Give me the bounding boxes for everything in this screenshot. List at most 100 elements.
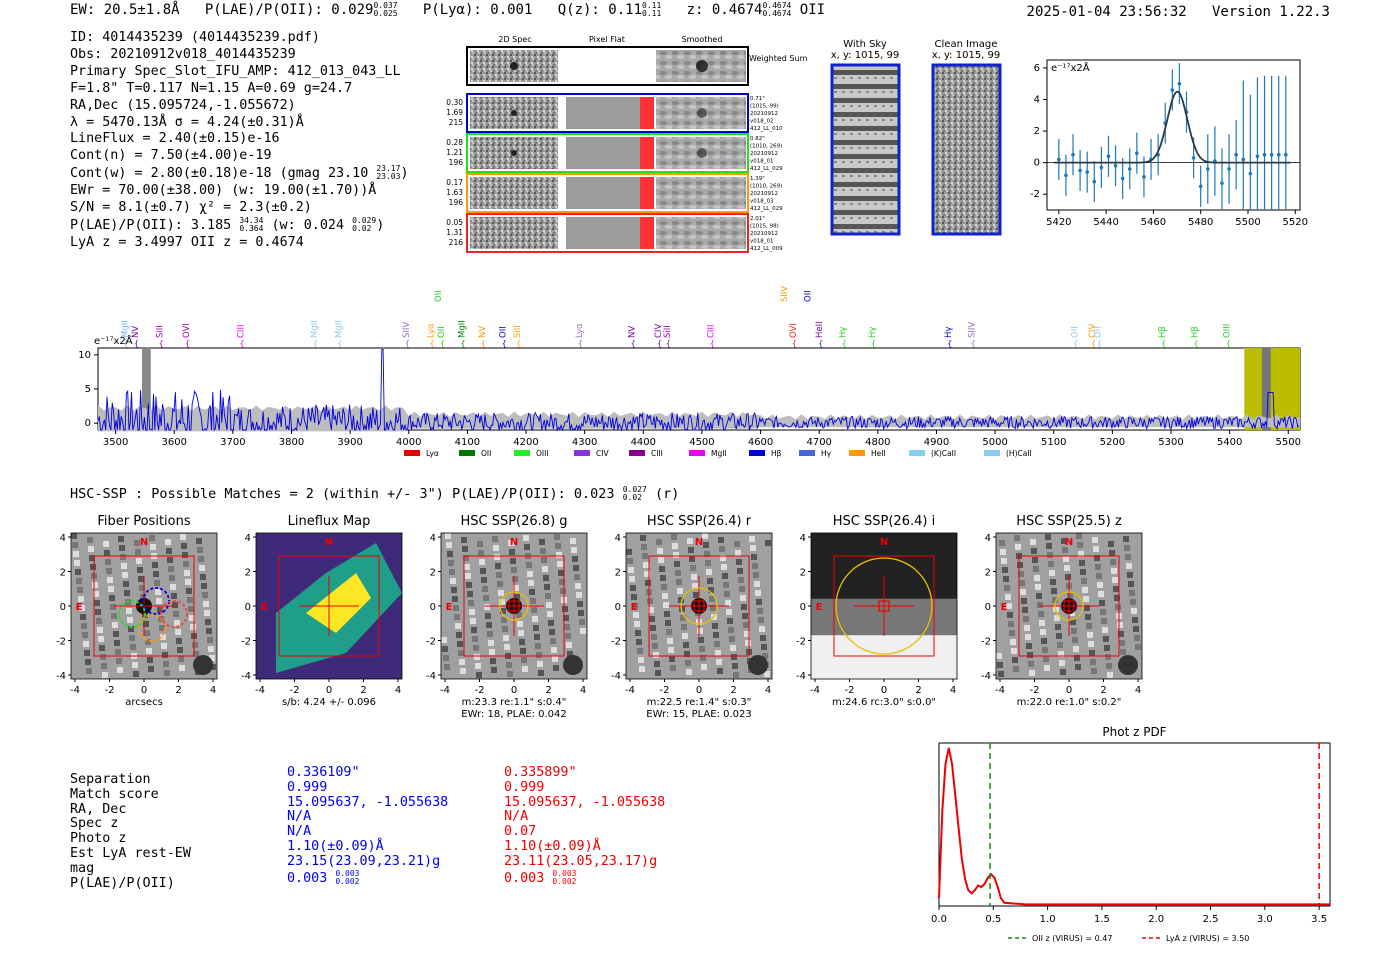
panel-noise-pixel xyxy=(713,632,719,638)
zoom-ytick-label: 6 xyxy=(1034,63,1040,74)
panel-noise-pixel xyxy=(663,602,669,608)
panel-noise-pixel xyxy=(718,537,724,543)
panel-noise-pixel xyxy=(1039,620,1045,626)
panel-noise-pixel xyxy=(511,567,517,573)
cutout-row-info: (1010, 269) xyxy=(750,144,782,150)
panel-noise-pixel xyxy=(688,547,694,553)
panel-ytick-label: 0 xyxy=(430,602,436,613)
panel-neighbor xyxy=(1118,655,1138,675)
panel-title: Lineflux Map xyxy=(288,514,371,529)
panel-noise-pixel xyxy=(72,542,78,548)
hsc-hi: 0.027 xyxy=(622,485,647,494)
cutout-row-metric: 0.17 xyxy=(446,178,463,187)
panel-noise-pixel xyxy=(723,582,729,588)
panel-noise-pixel xyxy=(517,621,523,627)
zoom-data-point xyxy=(1205,167,1210,171)
panel-noise-pixel xyxy=(1036,593,1042,599)
panel-noise-pixel xyxy=(1010,639,1016,645)
panel-noise-pixel xyxy=(1118,631,1124,637)
panel-noise-pixel xyxy=(112,622,118,628)
panel-noise-pixel xyxy=(121,563,127,569)
panel-match-ellipse xyxy=(835,557,933,655)
panel-east-label: E xyxy=(261,602,268,613)
panel-noise-pixel xyxy=(1004,585,1010,591)
spec-xtick-label: 3800 xyxy=(279,437,304,448)
panel-noise-pixel xyxy=(650,625,656,631)
panel-noise-pixel xyxy=(150,544,156,550)
panel-noise-pixel xyxy=(108,586,114,592)
panel-noise-pixel xyxy=(456,632,462,638)
panel-noise-pixel xyxy=(103,541,109,547)
label-separation: Separation xyxy=(70,772,151,787)
zoom-xtick-label: 5420 xyxy=(1046,217,1071,228)
panel-noise-pixel xyxy=(109,595,115,601)
zoom-data-point xyxy=(1248,171,1253,176)
panel-noise-pixel xyxy=(523,535,529,541)
panel-noise-pixel xyxy=(149,535,155,541)
panel-noise-pixel xyxy=(628,567,634,573)
spec-line-marker: MgII xyxy=(120,320,130,338)
panel-noise-pixel xyxy=(563,615,569,621)
panel-noise-pixel xyxy=(1028,661,1034,667)
panel-noise-pixel xyxy=(198,556,204,562)
zoom-data-point xyxy=(1078,168,1082,173)
cutout-row-metric: 0.30 xyxy=(446,98,463,107)
panel-ytick-label: -2 xyxy=(426,637,436,648)
panel-noise-pixel xyxy=(1003,576,1009,582)
panel-noise-pixel xyxy=(1070,619,1076,625)
zoom-data-point xyxy=(1269,152,1274,157)
spec-xtick-label: 4400 xyxy=(631,437,656,448)
panel-neighbor xyxy=(193,655,213,675)
panel-noise-pixel xyxy=(1024,625,1030,631)
zoom-data-point xyxy=(1113,163,1118,168)
cutout-row-metric: 196 xyxy=(449,198,464,207)
panel-noise-pixel xyxy=(71,533,77,539)
panel-noise-pixel xyxy=(452,596,458,602)
panel-noise-pixel xyxy=(1112,577,1118,583)
panel-noise-pixel xyxy=(670,665,676,671)
panel-noise-pixel xyxy=(496,572,502,578)
cutout-row-info: v018_03 xyxy=(750,199,774,205)
cutout-row-info: 20210912 xyxy=(750,191,778,197)
panel-noise-pixel xyxy=(714,641,720,647)
panel-ytick-label: 2 xyxy=(60,568,66,579)
panel-noise-pixel xyxy=(1012,657,1018,663)
panel-noise-pixel xyxy=(447,551,453,557)
panel-noise-pixel xyxy=(641,544,647,550)
spec-xtick-label: 5200 xyxy=(1100,437,1125,448)
spec-line-marker: OII xyxy=(1094,326,1104,338)
panel-noise-pixel xyxy=(666,629,672,635)
panel-noise-pixel xyxy=(1009,630,1015,636)
spec-line-marker: MgII xyxy=(310,320,320,338)
panel-neighbor xyxy=(563,655,583,675)
spec-xtick-label: 5400 xyxy=(1217,437,1242,448)
panel-noise-pixel xyxy=(462,546,468,552)
spec-flux-line xyxy=(97,348,1300,432)
spec-xtick-label: 3900 xyxy=(337,437,362,448)
spec-line-brace: { xyxy=(516,339,521,348)
panel-noise-pixel xyxy=(1044,665,1050,671)
panel-noise-pixel xyxy=(724,591,730,597)
spec-line-marker-upper: OII xyxy=(434,290,444,302)
spec-line-marker: CIV xyxy=(1088,324,1098,338)
panel-noise-pixel xyxy=(454,614,460,620)
panel-noise-pixel xyxy=(759,626,765,632)
cutout-row-metric: 215 xyxy=(449,118,464,127)
panel-noise-pixel xyxy=(493,545,499,551)
panel-ytick-label: -4 xyxy=(241,671,251,682)
panel-noise-pixel xyxy=(998,671,1004,677)
panel-noise-pixel xyxy=(652,643,658,649)
panel-noise-pixel xyxy=(486,622,492,628)
spec-line-brace: { xyxy=(461,339,466,348)
panel-caption: m:22.0 re:1.0" s:0.2" xyxy=(1017,697,1122,708)
panel-noise-pixel xyxy=(737,568,743,574)
panel-noise-pixel xyxy=(1107,672,1113,678)
panel-noise-pixel xyxy=(572,556,578,562)
spec-line-marker: OII xyxy=(499,326,509,338)
cutout-row-info: 412_LL_010 xyxy=(750,126,783,132)
panel-xtick-label: 0 xyxy=(881,685,887,696)
label-photoz: Photo z xyxy=(70,831,127,847)
panel-noise-pixel xyxy=(576,592,582,598)
panel-noise-pixel xyxy=(144,630,150,636)
spec-legend-swatch xyxy=(749,450,765,456)
